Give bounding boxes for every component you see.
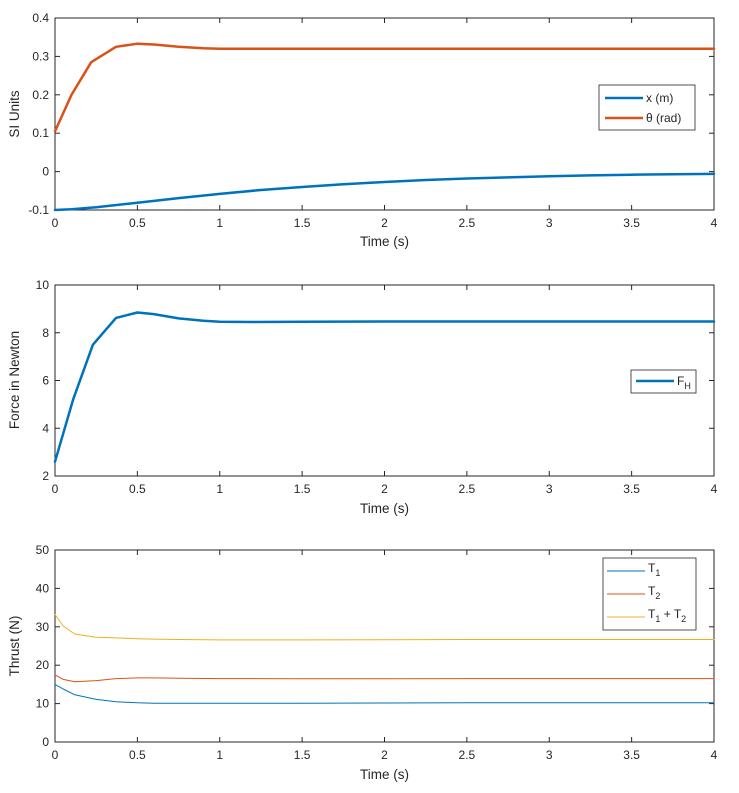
x-tick-label: 2 bbox=[381, 482, 388, 496]
x-tick-label: 0 bbox=[52, 748, 59, 762]
x-axis-label: Time (s) bbox=[360, 767, 409, 782]
y-tick-label: 6 bbox=[42, 374, 49, 388]
legend-label-tsum: T1 + T2 bbox=[648, 607, 686, 624]
x-axis-label: Time (s) bbox=[360, 501, 409, 516]
legend-label-theta: θ (rad) bbox=[646, 111, 681, 125]
y-tick-label: 0.2 bbox=[32, 88, 49, 102]
y-tick-label: 30 bbox=[36, 620, 50, 634]
series-line-0 bbox=[53, 311, 716, 463]
x-tick-label: 3 bbox=[546, 748, 553, 762]
y-tick-label: 0 bbox=[42, 735, 49, 749]
x-tick-label: 0.5 bbox=[129, 748, 146, 762]
y-tick-label: 0 bbox=[42, 165, 49, 179]
legend-label-fh: FH bbox=[677, 374, 691, 391]
x-tick-label: 0 bbox=[52, 482, 59, 496]
x-tick-label: 1 bbox=[216, 482, 223, 496]
x-tick-label: 0.5 bbox=[129, 482, 146, 496]
y-tick-label: -0.1 bbox=[28, 203, 49, 217]
x-tick-label: 2.5 bbox=[459, 216, 476, 230]
legend: x (m) θ (rad) bbox=[598, 84, 696, 131]
series-line-0 bbox=[53, 172, 716, 212]
y-tick-label: 20 bbox=[36, 658, 50, 672]
x-axis-label: Time (s) bbox=[360, 234, 409, 249]
x-tick-label: 0 bbox=[52, 216, 59, 230]
legend: T1 T2 T1 + T2 bbox=[602, 557, 697, 631]
chart-panel-position: 0 0.5 1 1.5 2 2.5 3 3.5 4 -0.1 0 0.1 0.2… bbox=[7, 11, 718, 249]
chart-panel-thrust: 0 0.5 1 1.5 2 2.5 3 3.5 4 0 10 20 30 40 … bbox=[7, 543, 718, 782]
y-tick-label: 10 bbox=[36, 697, 50, 711]
x-tick-label: 1 bbox=[216, 748, 223, 762]
y-tick-label: 40 bbox=[36, 581, 50, 595]
y-tick-label: 8 bbox=[42, 326, 49, 340]
x-tick-label: 3.5 bbox=[623, 748, 640, 762]
x-tick-label: 0.5 bbox=[129, 216, 146, 230]
x-tick-label: 4 bbox=[711, 482, 718, 496]
x-tick-label: 4 bbox=[711, 216, 718, 230]
x-tick-label: 1.5 bbox=[294, 216, 311, 230]
x-tick-label: 2.5 bbox=[459, 748, 476, 762]
y-tick-label: 0.3 bbox=[32, 49, 49, 63]
y-tick-label: 0.1 bbox=[32, 126, 49, 140]
x-tick-label: 1 bbox=[216, 216, 223, 230]
x-tick-label: 2 bbox=[381, 748, 388, 762]
series-line-0 bbox=[54, 683, 715, 704]
y-tick-label: 0.4 bbox=[32, 11, 49, 25]
x-tick-label: 2 bbox=[381, 216, 388, 230]
x-tick-label: 3 bbox=[546, 482, 553, 496]
legend-label-t2: T2 bbox=[648, 584, 660, 601]
x-tick-label: 1.5 bbox=[294, 482, 311, 496]
y-axis-label: Thrust (N) bbox=[7, 616, 22, 677]
legend-label-t1: T1 bbox=[648, 561, 660, 578]
x-tick-label: 4 bbox=[711, 748, 718, 762]
chart-panel-force: 0 0.5 1 1.5 2 2.5 3 3.5 4 2 4 6 8 10 Tim… bbox=[7, 278, 718, 516]
series-line-1 bbox=[53, 42, 716, 133]
x-tick-label: 3.5 bbox=[623, 216, 640, 230]
y-axis-label: SI Units bbox=[7, 90, 22, 138]
series-line-2 bbox=[54, 614, 715, 641]
y-tick-label: 10 bbox=[36, 278, 50, 292]
x-tick-label: 3.5 bbox=[623, 482, 640, 496]
y-tick-label: 4 bbox=[42, 421, 49, 435]
x-tick-label: 3 bbox=[546, 216, 553, 230]
y-tick-label: 50 bbox=[36, 543, 50, 557]
series-line-1 bbox=[54, 674, 715, 683]
legend-label-x: x (m) bbox=[646, 91, 673, 105]
y-axis-label: Force in Newton bbox=[7, 331, 22, 429]
legend: FH bbox=[630, 369, 697, 394]
x-tick-label: 1.5 bbox=[294, 748, 311, 762]
y-tick-label: 2 bbox=[42, 469, 49, 483]
x-tick-label: 2.5 bbox=[459, 482, 476, 496]
